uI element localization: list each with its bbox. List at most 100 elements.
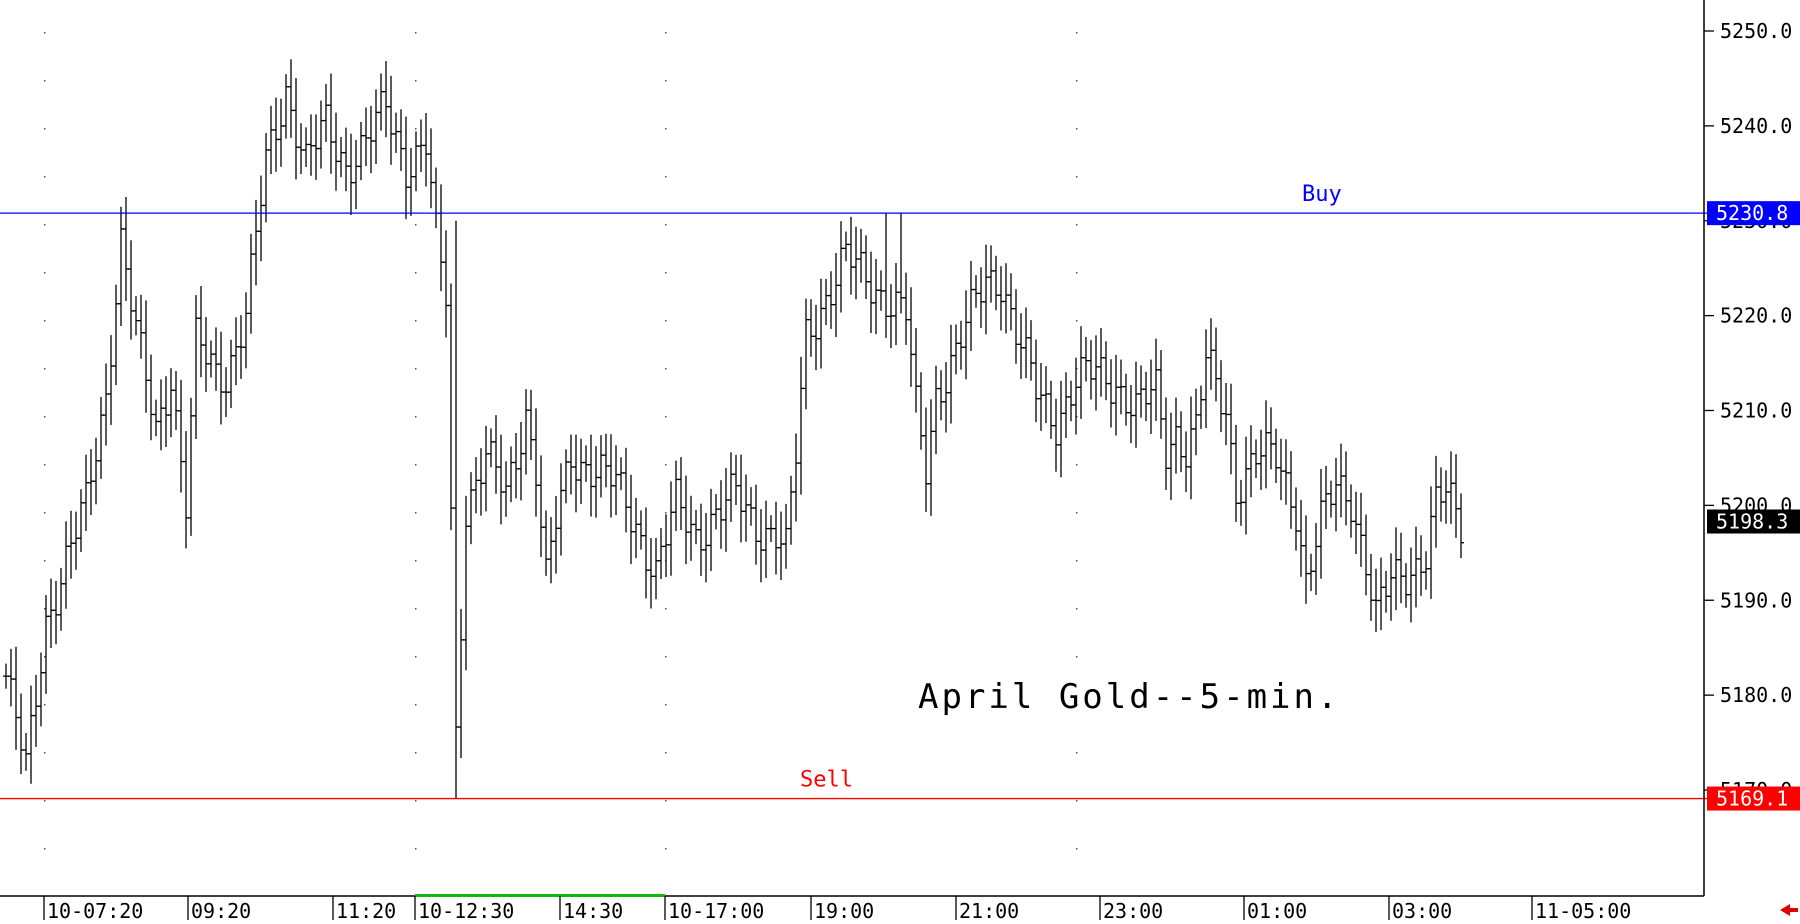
price-bar	[668, 481, 674, 576]
price-bar	[1143, 371, 1149, 422]
price-bar	[533, 408, 539, 517]
price-bar	[1018, 313, 1024, 379]
price-bar	[538, 455, 544, 558]
price-bar	[848, 216, 854, 295]
price-bar	[488, 428, 494, 468]
price-bar	[288, 59, 294, 138]
grid-dot	[415, 752, 417, 754]
price-bar	[58, 567, 64, 631]
price-bar	[1078, 326, 1084, 419]
price-bar	[428, 128, 434, 209]
price-bar	[298, 123, 304, 174]
grid-dot	[44, 320, 46, 322]
grid-dot	[1076, 704, 1078, 706]
price-bar	[1308, 553, 1314, 592]
grid-dot	[44, 272, 46, 274]
price-bar	[913, 328, 919, 413]
grid-dot	[1076, 512, 1078, 514]
price-bar	[148, 354, 154, 441]
price-bar	[1413, 526, 1419, 608]
price-bar	[1033, 339, 1039, 423]
x-tick-label: 10-07:20	[47, 899, 143, 923]
price-bar	[1183, 431, 1189, 493]
price-bar	[138, 294, 144, 359]
price-bar	[853, 226, 859, 300]
price-bar	[788, 475, 794, 545]
price-bar	[558, 463, 564, 556]
price-bar	[388, 75, 394, 165]
price-bar	[1093, 335, 1099, 411]
session-highlight	[415, 894, 665, 897]
price-bar	[658, 528, 664, 580]
price-bar	[1273, 428, 1279, 483]
chart-title: April Gold--5-min.	[918, 677, 1340, 717]
grid-dot	[665, 464, 667, 466]
price-bar	[1293, 487, 1299, 551]
price-bar	[508, 446, 514, 503]
price-bar	[473, 457, 479, 514]
price-bar	[1103, 341, 1109, 401]
price-bar	[1088, 340, 1094, 400]
price-bar	[478, 448, 484, 516]
price-bar	[933, 365, 939, 455]
price-bar	[953, 324, 959, 375]
price-bar	[673, 460, 679, 532]
grid-dot	[1076, 464, 1078, 466]
price-bar	[743, 474, 749, 542]
price-bar	[713, 494, 719, 530]
price-bar	[1368, 554, 1374, 621]
price-bar	[83, 454, 89, 531]
price-bar	[963, 290, 969, 380]
price-bar	[828, 271, 834, 329]
price-bar	[98, 397, 104, 479]
price-bar	[433, 167, 439, 229]
grid-dot	[44, 560, 46, 562]
price-bars	[3, 59, 1464, 799]
price-bar	[903, 272, 909, 345]
price-bar	[438, 184, 444, 292]
price-bar	[1283, 439, 1289, 505]
price-bar	[728, 452, 734, 522]
price-bar	[113, 284, 119, 386]
x-tick-label: 11-05:00	[1535, 899, 1631, 923]
grid-dot	[665, 416, 667, 418]
price-bar	[1458, 493, 1464, 559]
price-bar	[1188, 396, 1194, 500]
price-bar	[1278, 438, 1284, 501]
price-bar	[1288, 451, 1294, 529]
grid-dot	[1076, 368, 1078, 370]
price-bar	[1348, 484, 1354, 538]
level-label-sell: Sell	[800, 768, 853, 793]
price-bar	[1338, 443, 1344, 518]
price-bar	[1363, 514, 1369, 596]
price-bar	[493, 415, 499, 494]
price-bar	[163, 376, 169, 447]
y-tick-label: 5210.0	[1720, 399, 1792, 423]
price-bar	[1158, 350, 1164, 439]
price-bar	[393, 112, 399, 153]
price-tag-sell: 5169.1	[1707, 786, 1800, 811]
arrow-left-icon[interactable]	[1780, 904, 1798, 916]
price-bar	[598, 435, 604, 498]
grid-dot	[44, 800, 46, 802]
x-tick-label: 11:20	[336, 899, 396, 923]
grid-dot	[665, 80, 667, 82]
price-bar	[608, 434, 614, 518]
price-bar	[748, 487, 754, 526]
price-bar	[8, 648, 14, 707]
grid-dot	[415, 32, 417, 34]
price-bar	[23, 733, 29, 771]
price-bar	[198, 286, 204, 378]
grid-dot	[1076, 416, 1078, 418]
price-bar	[968, 260, 974, 351]
price-bar	[1003, 263, 1009, 334]
price-bar	[958, 320, 964, 370]
x-tick-label: 03:00	[1392, 899, 1452, 923]
price-bar	[518, 421, 524, 501]
price-bar	[1113, 354, 1119, 436]
price-bar	[683, 475, 689, 565]
price-bar	[1438, 467, 1444, 522]
price-bar	[563, 449, 569, 504]
x-tick-label: 21:00	[959, 899, 1019, 923]
grid-dot	[415, 416, 417, 418]
